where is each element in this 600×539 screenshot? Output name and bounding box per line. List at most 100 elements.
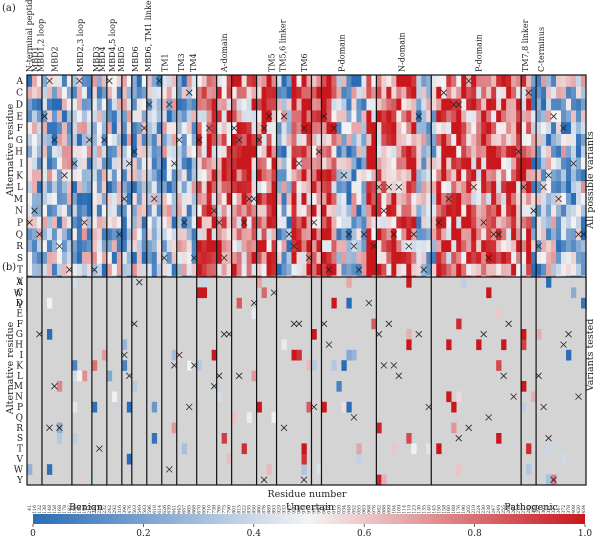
heatmap-a-cell xyxy=(546,110,552,123)
heatmap-a-cell xyxy=(371,263,377,276)
heatmap-a-cell xyxy=(571,181,577,194)
heatmap-a-cell xyxy=(231,216,237,229)
row-label: N xyxy=(15,207,23,217)
heatmap-a-cell xyxy=(461,228,467,241)
heatmap-a-cell xyxy=(476,181,482,194)
heatmap-a-cell xyxy=(221,157,227,170)
heatmap-a-cell xyxy=(261,98,267,111)
heatmap-a-cell xyxy=(576,110,582,123)
heatmap-a-cell xyxy=(46,86,53,99)
heatmap-a-cell xyxy=(376,110,382,123)
heatmap-a-cell xyxy=(476,98,482,111)
heatmap-a-cell xyxy=(181,228,188,241)
heatmap-a-cell xyxy=(171,240,178,253)
heatmap-a-cell xyxy=(176,169,183,182)
heatmap-a-cell xyxy=(276,240,282,253)
heatmap-a-cell xyxy=(541,157,547,170)
heatmap-a-cell xyxy=(571,86,577,99)
wildtype-marker-a xyxy=(205,124,213,132)
heatmap-a-cell xyxy=(276,122,282,135)
heatmap-a-cell xyxy=(451,181,457,194)
heatmap-a-cell xyxy=(156,98,163,111)
heatmap-a-cell xyxy=(191,110,197,123)
heatmap-a-cell xyxy=(361,204,367,217)
heatmap-a-cell xyxy=(396,193,402,206)
heatmap-a-cell xyxy=(226,204,232,217)
heatmap-a-cell xyxy=(421,86,427,99)
heatmap-a-cell xyxy=(501,228,507,241)
heatmap-a-cell xyxy=(506,98,512,111)
heatmap-b-cell xyxy=(566,349,572,361)
heatmap-b-cell xyxy=(381,474,387,486)
heatmap-a-cell xyxy=(446,98,452,111)
heatmap-a-cell xyxy=(221,169,227,182)
heatmap-a-cell xyxy=(341,263,347,276)
heatmap-b-cell xyxy=(151,433,158,444)
domain-label: TM7,8 linker xyxy=(521,19,530,72)
heatmap-a-cell xyxy=(571,145,577,158)
row-label: R xyxy=(16,242,23,252)
wildtype-marker-a xyxy=(56,242,63,250)
heatmap-a-cell xyxy=(516,122,522,135)
heatmap-a-cell xyxy=(406,86,412,99)
heatmap-a-cell xyxy=(356,98,362,111)
heatmap-a-cell xyxy=(206,216,212,229)
heatmap-a-cell xyxy=(356,240,362,253)
heatmap-a-cell xyxy=(181,145,188,158)
heatmap-a-cell xyxy=(101,86,108,99)
heatmap-a-cell xyxy=(401,122,407,135)
heatmap-a-cell xyxy=(81,86,88,99)
heatmap-a-cell xyxy=(316,263,322,276)
heatmap-a-cell xyxy=(86,75,93,88)
heatmap-a-cell xyxy=(391,134,397,147)
row-label: Q xyxy=(16,413,23,423)
heatmap-a-cell xyxy=(191,145,197,158)
heatmap-a-cell xyxy=(211,134,217,147)
heatmap-b-cell xyxy=(451,401,457,413)
heatmap-a-cell xyxy=(356,193,362,206)
heatmap-a-cell xyxy=(461,122,467,135)
heatmap-a-cell xyxy=(456,216,462,229)
heatmap-a-cell xyxy=(166,228,173,241)
heatmap-a-cell xyxy=(296,216,302,229)
heatmap-a-cell xyxy=(581,122,587,135)
heatmap-a-cell xyxy=(156,204,163,217)
residue-tick: 1270 xyxy=(516,505,522,517)
heatmap-a-cell xyxy=(446,181,452,194)
residue-tick: 1224 xyxy=(476,505,482,517)
colorbar-benign-label: Benign xyxy=(69,502,103,513)
heatmap-a-cell xyxy=(226,181,232,194)
heatmap-a-cell xyxy=(121,98,128,111)
heatmap-a-cell xyxy=(366,122,372,135)
wildtype-marker-b xyxy=(545,434,552,442)
heatmap-a-cell xyxy=(46,228,53,241)
heatmap-a-cell xyxy=(131,75,138,88)
heatmap-a-cell xyxy=(266,263,272,276)
heatmap-a-cell xyxy=(331,263,337,276)
heatmap-a-cell xyxy=(271,134,277,147)
heatmap-a-cell xyxy=(261,193,267,206)
heatmap-a-cell xyxy=(201,157,207,170)
heatmap-a-cell xyxy=(156,110,163,123)
heatmap-a-cell xyxy=(266,134,272,147)
heatmap-a-cell xyxy=(246,157,252,170)
heatmap-a-cell xyxy=(551,169,557,182)
heatmap-a-cell xyxy=(41,263,48,276)
wildtype-marker-a xyxy=(485,254,492,262)
heatmap-a-cell xyxy=(501,193,507,206)
heatmap-a-cell xyxy=(231,134,237,147)
heatmap-a-cell xyxy=(71,216,78,229)
heatmap-a-cell xyxy=(27,240,33,253)
heatmap-a-cell xyxy=(401,240,407,253)
heatmap-a-cell xyxy=(356,122,362,135)
heatmap-a-cell xyxy=(161,216,168,229)
heatmap-a-cell xyxy=(371,157,377,170)
heatmap-a-cell xyxy=(486,122,492,135)
heatmap-b xyxy=(26,276,587,486)
heatmap-a-cell xyxy=(336,98,342,111)
heatmap-b-cell xyxy=(106,370,113,382)
residue-tick: 199 xyxy=(82,505,88,514)
domain-label: TM5,6 linker xyxy=(279,19,288,72)
heatmap-a-cell xyxy=(166,252,173,265)
residue-tick: 1168 xyxy=(451,505,457,517)
